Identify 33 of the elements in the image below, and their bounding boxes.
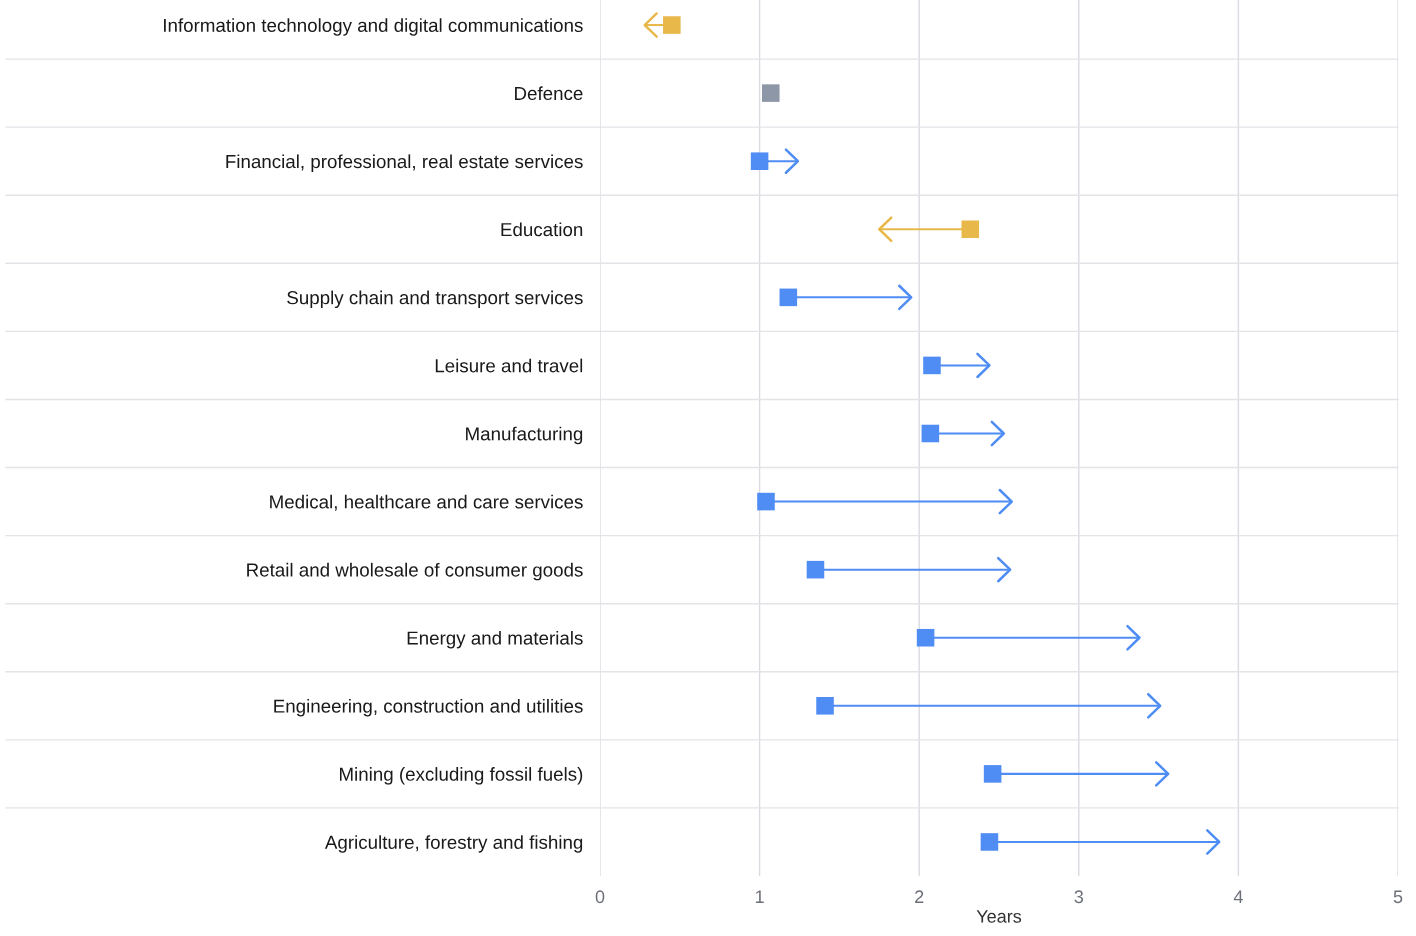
point	[983, 765, 1002, 783]
x-tick-label: 1	[755, 890, 764, 903]
point	[663, 16, 681, 34]
y-tick-label: Medical, healthcare and care services	[270, 494, 583, 511]
y-tick-label: Education	[501, 222, 583, 237]
x-tick-label: 3	[1074, 890, 1084, 904]
point	[750, 152, 769, 170]
point	[961, 220, 980, 239]
x-tick-label: 4	[1233, 890, 1243, 903]
point	[980, 833, 999, 851]
point	[806, 560, 825, 579]
point	[923, 356, 941, 375]
point	[816, 697, 834, 715]
y-tick-label: Agriculture, forestry and fishing	[324, 835, 583, 853]
y-tick-label: Mining (excluding fossil fuels)	[339, 767, 583, 785]
y-tick-label: Financial, professional, real estate services	[226, 154, 583, 172]
point	[921, 424, 940, 443]
x-tick-label: 2	[915, 890, 924, 903]
y-tick-label: Leisure and travel	[435, 358, 583, 373]
x-tick-label: 0	[595, 890, 605, 904]
y-tick-label: Retail and wholesale of consumer goods	[247, 562, 583, 581]
y-tick-label: Defence	[515, 86, 583, 101]
x-axis-title: Years	[976, 910, 1022, 923]
y-tick-label: Supply chain and transport services	[287, 290, 583, 309]
point	[916, 628, 935, 647]
y-tick-label: Information technology and digital communications	[164, 18, 583, 36]
y-tick-label: Engineering, construction and utilities	[274, 699, 583, 717]
x-tick-label: 5	[1393, 890, 1403, 904]
point	[757, 492, 775, 511]
y-tick-label: Manufacturing	[466, 426, 583, 445]
point	[761, 84, 780, 102]
y-tick-label: Energy and materials	[407, 630, 583, 649]
point	[779, 288, 798, 307]
